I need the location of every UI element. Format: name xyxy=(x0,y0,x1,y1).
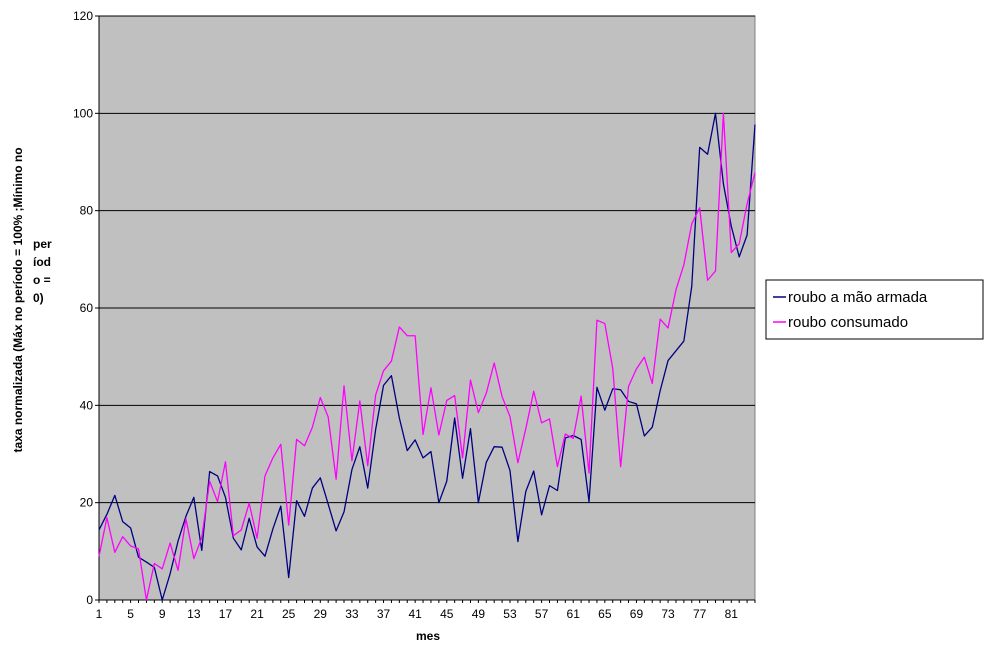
x-tick-label: 25 xyxy=(282,607,296,621)
x-tick-label: 73 xyxy=(661,607,675,621)
x-tick-label: 53 xyxy=(503,607,517,621)
y-axis-title: taxa normalizada (Máx no período = 100% … xyxy=(11,147,25,452)
x-tick-label: 69 xyxy=(630,607,644,621)
legend-box xyxy=(765,279,984,340)
x-tick-label: 9 xyxy=(159,607,166,621)
series-lines xyxy=(98,112,756,601)
x-tick-label: 45 xyxy=(440,607,454,621)
y-axis-title-line: o = xyxy=(33,273,51,287)
x-tick-label: 21 xyxy=(250,607,264,621)
x-tick-label: 65 xyxy=(598,607,612,621)
x-tick-label: 1 xyxy=(96,607,103,621)
y-axis-title-wrap: per íod o = 0) xyxy=(33,237,52,305)
x-axis-ticks: 1 5 9 13 17 21 25 29 33 37 41 45 49 53 57 61 65 69 73 77 81 xyxy=(96,600,756,621)
x-tick-label: 29 xyxy=(314,607,328,621)
x-tick-label: 5 xyxy=(127,607,134,621)
x-tick-label: 81 xyxy=(725,607,739,621)
legend-label: roubo consumado xyxy=(788,314,908,331)
x-tick-label: 17 xyxy=(219,607,233,621)
y-axis-ticks: 0 20 40 60 80 100 120 xyxy=(73,9,755,607)
y-axis-title-line: 0) xyxy=(33,291,44,305)
x-tick-label: 13 xyxy=(187,607,201,621)
x-tick-label: 41 xyxy=(408,607,422,621)
y-tick-label: 60 xyxy=(80,301,94,315)
x-tick-label: 61 xyxy=(567,607,581,621)
y-tick-label: 80 xyxy=(80,204,94,218)
y-tick-label: 40 xyxy=(80,398,94,412)
x-tick-label: 37 xyxy=(377,607,391,621)
y-tick-label: 120 xyxy=(73,9,93,23)
x-tick-label: 57 xyxy=(535,607,549,621)
y-axis-title-line: per xyxy=(33,237,52,251)
x-tick-label: 33 xyxy=(345,607,359,621)
y-axis-title-line: íod xyxy=(33,255,51,269)
series-line-1 xyxy=(98,112,756,601)
x-axis-title: mes xyxy=(416,629,440,643)
x-tick-label: 49 xyxy=(472,607,486,621)
y-tick-label: 20 xyxy=(80,496,94,510)
series-line-2 xyxy=(98,112,756,601)
y-tick-label: 100 xyxy=(73,106,93,120)
legend: roubo a mão armada roubo consumado xyxy=(765,279,984,340)
y-tick-label: 0 xyxy=(86,593,93,607)
legend-label: roubo a mão armada xyxy=(788,289,928,306)
x-tick-label: 77 xyxy=(693,607,707,621)
gridlines xyxy=(99,15,755,504)
